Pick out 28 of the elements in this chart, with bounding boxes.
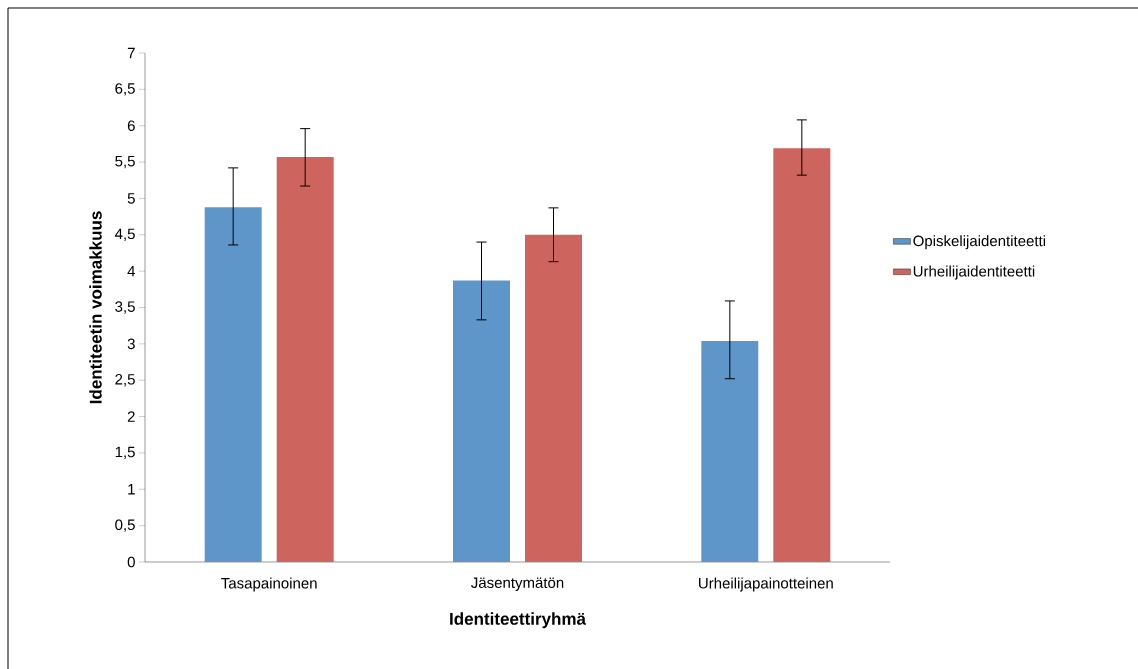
x-axis-title: Identiteettiryhmä xyxy=(450,612,587,629)
y-tick-label: 2 xyxy=(127,411,135,422)
bar xyxy=(204,207,262,562)
bar xyxy=(773,148,831,562)
y-tick-label: 1 xyxy=(128,484,135,495)
y-tick-label: 6 xyxy=(127,120,135,132)
x-tick-label: Jäsentymätön xyxy=(471,577,564,591)
y-tick-label: 0 xyxy=(127,556,135,568)
y-tick-label: 2,5 xyxy=(115,374,135,387)
y-tick-label: 4 xyxy=(127,265,136,277)
y-axis-title: Identiteetin voimakkuus xyxy=(89,211,102,404)
legend-label: Opiskelijaidentiteetti xyxy=(913,235,1046,250)
legend-label: Urheilijaidentiteetti xyxy=(913,265,1035,280)
x-tick-label: Tasapainoinen xyxy=(221,577,317,592)
bar xyxy=(453,280,510,562)
bar xyxy=(276,156,334,562)
x-tick-label: Urheilijapainotteinen xyxy=(699,577,833,592)
y-tick-label: 3 xyxy=(127,338,135,350)
y-tick-label: 5,5 xyxy=(115,155,135,169)
y-tick-label: 1,5 xyxy=(115,446,135,460)
y-tick-label: 4,5 xyxy=(114,228,135,241)
y-tick-label: 5 xyxy=(127,193,135,204)
y-tick-label: 3,5 xyxy=(115,301,135,314)
bar xyxy=(701,340,759,562)
y-tick-label: 7 xyxy=(127,47,135,59)
y-tick-label: 0,5 xyxy=(115,519,135,532)
y-tick-label: 6,5 xyxy=(115,83,135,96)
bar xyxy=(525,234,583,562)
